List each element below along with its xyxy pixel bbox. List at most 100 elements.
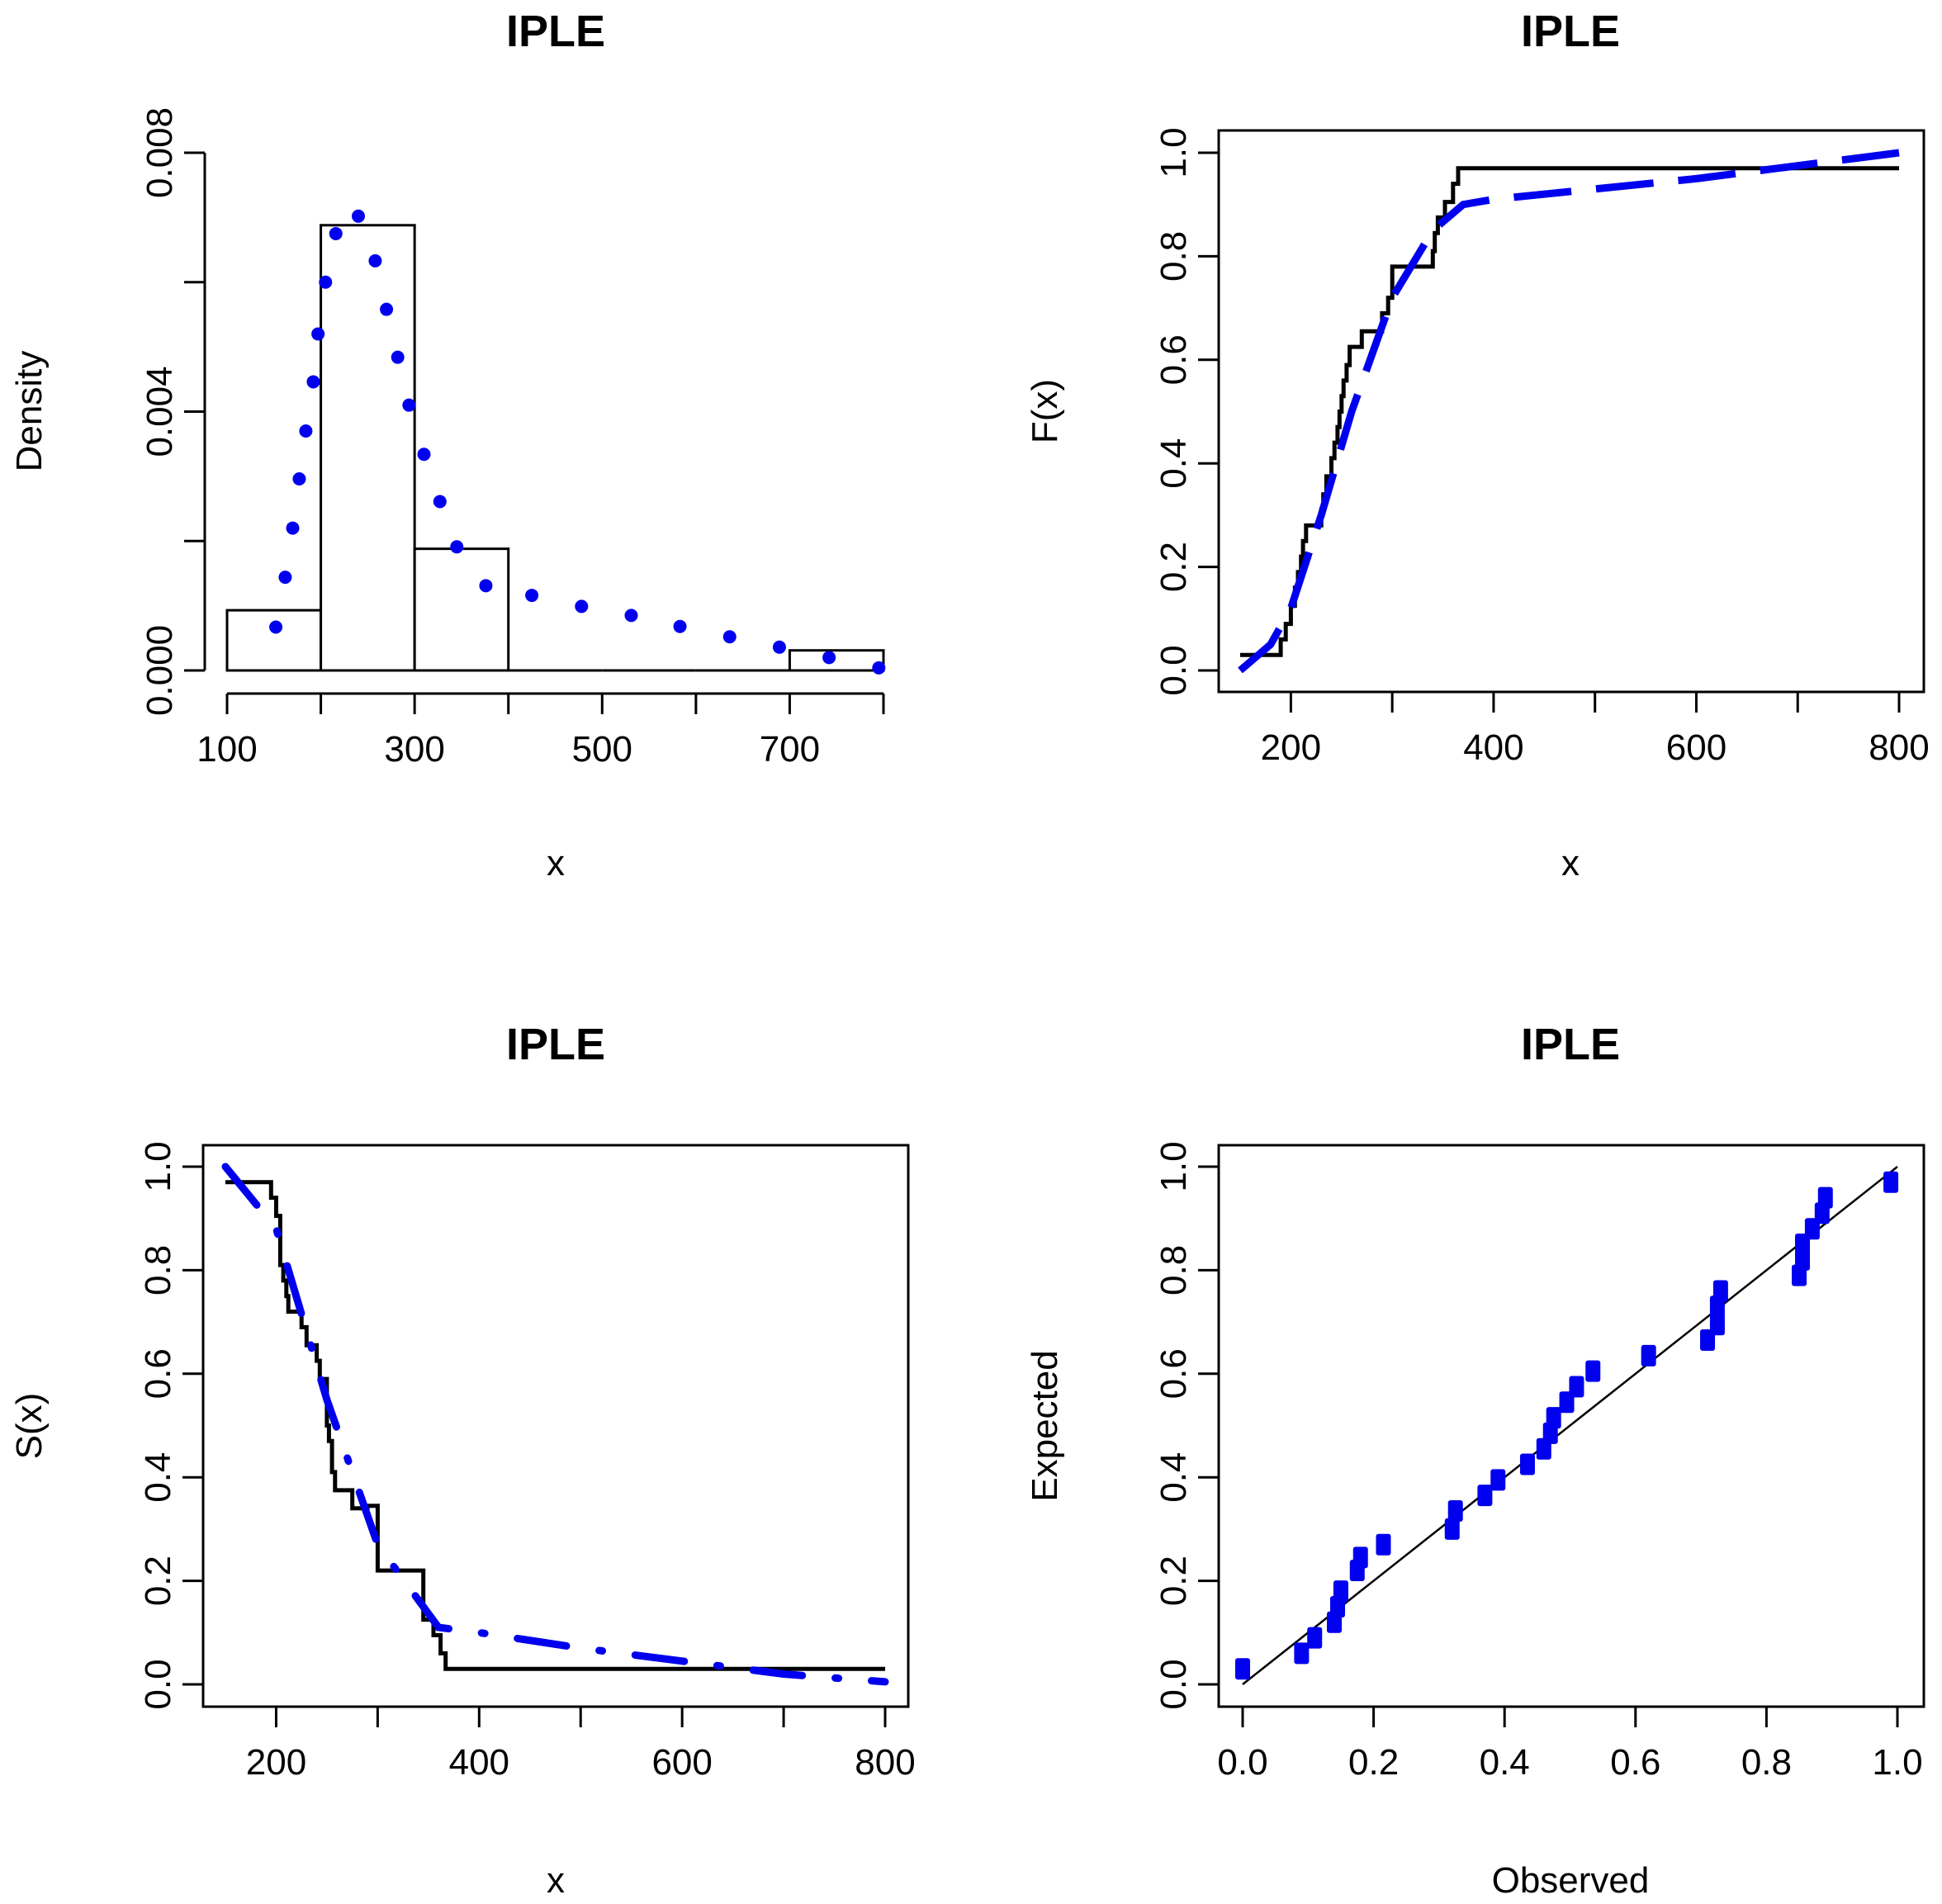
panel-title: IPLE (506, 7, 605, 56)
y-tick-label: 0.2 (1153, 542, 1194, 592)
y-tick-label: 0.8 (1153, 231, 1194, 282)
y-tick-label: 1.0 (1153, 1141, 1194, 1191)
fitted-dashed-line (1238, 149, 1900, 674)
x-tick-label: 800 (1869, 727, 1929, 768)
x-tick-label: 200 (1261, 727, 1321, 768)
density-point (673, 619, 687, 633)
x-tick-label: 700 (760, 729, 820, 770)
x-tick-label: 0.8 (1741, 1742, 1792, 1783)
x-tick-label: 200 (246, 1742, 306, 1783)
y-axis-label: S(x) (9, 1393, 50, 1460)
x-tick-label: 400 (449, 1742, 509, 1783)
y-tick-label: 0.4 (138, 1452, 178, 1503)
density-point (311, 327, 325, 341)
panel-survival: IPLE x S(x) 200 400 600 800 0.0 0.2 0.4 0.6 0.8 1… (9, 1020, 916, 1901)
y-tick-label: 0.0 (1153, 645, 1194, 695)
density-point (479, 579, 493, 593)
x-tick-label: 100 (197, 729, 257, 770)
pp-point (1585, 1360, 1601, 1382)
pp-point (1352, 1546, 1368, 1569)
pp-point (1712, 1280, 1728, 1302)
panel-pp-plot: IPLE Observed Expected 0.0 0.2 0.4 0.6 0.8 1.… (1025, 1020, 1925, 1901)
pp-point (1519, 1453, 1535, 1475)
histogram-bar (225, 609, 323, 672)
density-point (278, 571, 292, 585)
density-point (722, 630, 737, 644)
y-tick-label: 0.4 (1153, 438, 1194, 489)
pp-point (1490, 1469, 1506, 1491)
plot-frame (1217, 129, 1925, 694)
density-point (772, 640, 786, 654)
x-tick-label: 0.4 (1480, 1742, 1530, 1783)
panel-title: IPLE (1521, 7, 1620, 56)
y-tick-label: 0.6 (1153, 334, 1194, 385)
pp-point (1709, 1314, 1725, 1336)
y-axis-label: Expected (1025, 1350, 1065, 1501)
x-axis-label: x (1561, 843, 1580, 883)
pp-point (1444, 1518, 1460, 1540)
x-tick-label: 600 (1666, 727, 1726, 768)
density-point (269, 620, 283, 634)
plot-frame (201, 1144, 910, 1708)
empirical-step-line (225, 1180, 885, 1671)
x-axis-label: x (547, 843, 565, 883)
density-point (306, 375, 320, 389)
x-tick-label: 1.0 (1872, 1742, 1922, 1783)
density-point (319, 275, 333, 289)
y-tick-label: 0.008 (140, 107, 180, 198)
y-axis-label: F(x) (1025, 379, 1065, 443)
x-tick-label: 300 (384, 729, 444, 770)
y-tick-label: 0.000 (140, 625, 180, 716)
density-point (822, 651, 836, 665)
density-point (417, 448, 431, 462)
pp-point (1376, 1533, 1391, 1556)
empirical-step-line (1240, 166, 1899, 657)
y-tick-label: 0.6 (1153, 1348, 1194, 1399)
pp-point (1333, 1580, 1348, 1603)
y-tick-label: 0.2 (138, 1556, 178, 1606)
x-tick-label: 0.6 (1610, 1742, 1660, 1783)
y-tick-label: 1.0 (138, 1141, 178, 1191)
y-tick-label: 0.0 (138, 1659, 178, 1709)
panel-cdf: IPLE x F(x) 200 400 600 800 0.0 0.2 0.4 0.6 0.8 1… (1025, 7, 1930, 883)
pp-point (1477, 1485, 1493, 1507)
y-tick-label: 0.8 (1153, 1245, 1194, 1295)
density-point (368, 253, 382, 268)
y-tick-label: 1.0 (1153, 127, 1194, 178)
density-point (352, 209, 365, 223)
density-point (450, 540, 464, 554)
histogram-bar (413, 547, 510, 672)
density-point (286, 521, 300, 535)
density-point (380, 302, 394, 316)
x-axis-label: x (547, 1860, 565, 1901)
density-point (299, 424, 313, 438)
pp-point (1569, 1376, 1584, 1398)
density-point (525, 589, 539, 603)
density-point (624, 609, 638, 623)
pp-point (1447, 1499, 1463, 1522)
panel-title: IPLE (506, 1020, 605, 1069)
density-point (402, 398, 416, 412)
histogram-bar (788, 649, 885, 672)
density-point (575, 599, 589, 613)
y-tick-label: 0.8 (138, 1245, 178, 1295)
panel-density-histogram: IPLE x Density 100 300 500 700 0.000 0.004 0.0… (9, 7, 886, 883)
histogram-bar (320, 224, 416, 672)
pp-point (1294, 1642, 1310, 1665)
density-point (391, 350, 405, 364)
y-tick-label: 0.004 (140, 366, 180, 457)
y-tick-label: 0.4 (1153, 1452, 1194, 1503)
y-tick-label: 0.6 (138, 1348, 178, 1399)
x-tick-label: 600 (651, 1742, 712, 1783)
pp-point (1546, 1407, 1561, 1429)
reference-line (1242, 1166, 1898, 1685)
pp-point (1883, 1171, 1899, 1193)
x-tick-label: 400 (1463, 727, 1523, 768)
panel-title: IPLE (1521, 1020, 1620, 1069)
y-tick-label: 0.0 (1153, 1659, 1194, 1709)
fitted-dashdot-line (221, 1163, 889, 1686)
pp-point (1817, 1186, 1833, 1209)
y-axis-label: Density (9, 351, 50, 472)
x-axis-label: Observed (1492, 1860, 1650, 1901)
